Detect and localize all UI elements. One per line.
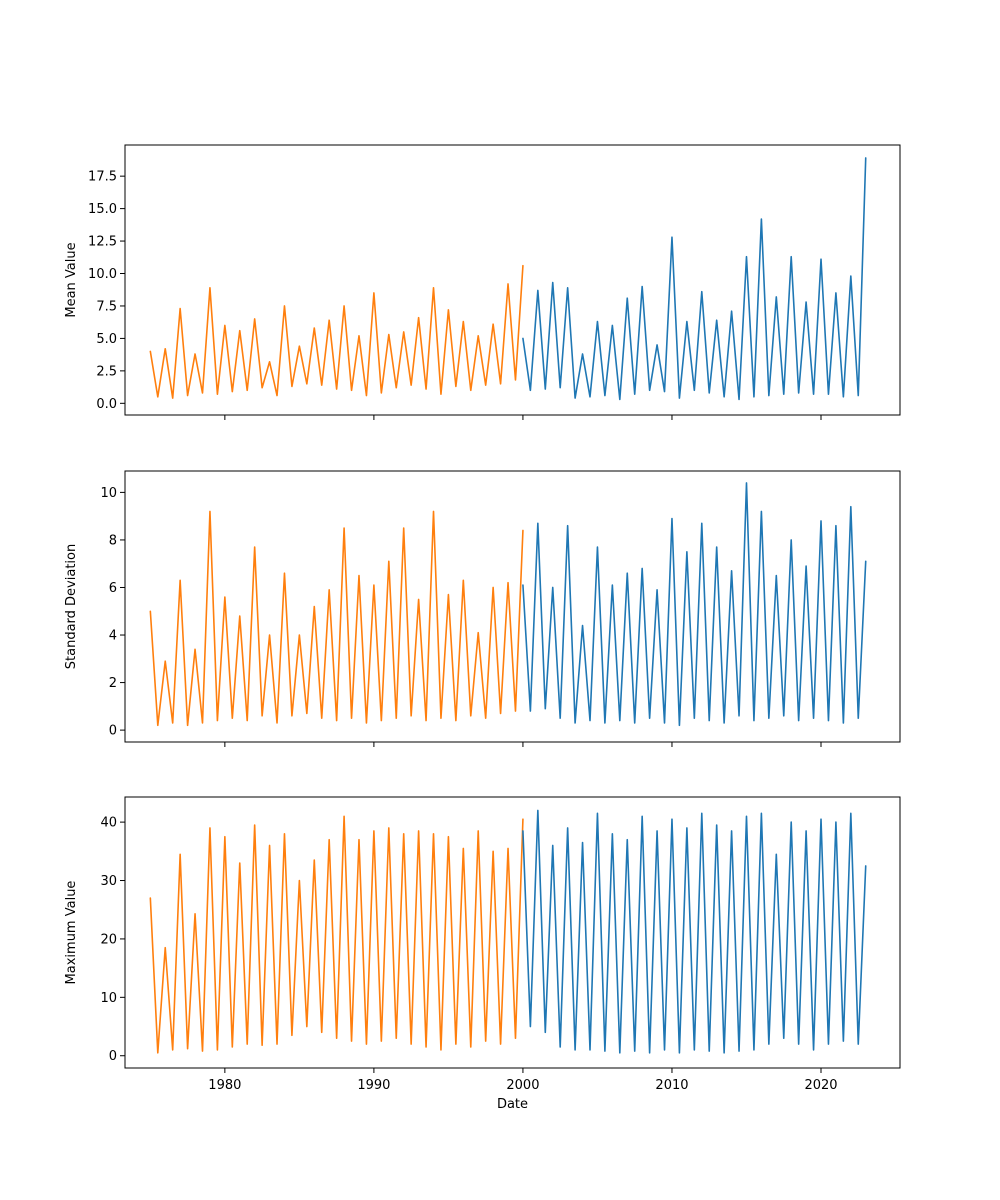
maximum-value-y-tick-label: 40	[100, 816, 117, 831]
standard-deviation-series-historical-line	[149, 510, 524, 727]
maximum-value-axes-frame	[124, 796, 901, 1069]
mean-value-y-axis-label: Mean Value	[64, 242, 79, 317]
maximum-value-y-axis-label: Maximum Value	[64, 881, 79, 985]
mean-value-y-tick-label: 17.5	[88, 170, 117, 185]
subplot-mean-value: 0.0 2.5 5.0 7.5 10.0 12.5 15.0 17.5 Mean Value	[64, 144, 901, 420]
mean-value-axes-frame	[124, 144, 901, 416]
maximum-value-series-recent-line	[522, 809, 867, 1054]
standard-deviation-y-tick-label: 8	[109, 533, 117, 548]
maximum-value-x-tick-label: 2000	[506, 1078, 539, 1093]
maximum-value-y-tick-label: 10	[100, 991, 117, 1006]
mean-value-y-tick-label: 2.5	[96, 364, 117, 379]
maximum-value-x-tick-label: 1980	[208, 1078, 241, 1093]
standard-deviation-y-tick-label: 2	[109, 676, 117, 691]
maximum-value-y-tick-label: 20	[100, 932, 117, 947]
mean-value-y-tick-label: 5.0	[96, 332, 117, 347]
standard-deviation-y-axis-label: Standard Deviation	[64, 544, 79, 669]
mean-value-y-tick-label: 7.5	[96, 299, 117, 314]
maximum-value-x-tick-label: 2020	[804, 1078, 837, 1093]
standard-deviation-axes-frame	[124, 470, 901, 743]
maximum-value-x-axis-label: Date	[497, 1097, 528, 1112]
maximum-value-y-tick-label: 30	[100, 874, 117, 889]
standard-deviation-y-tick-label: 0	[109, 724, 117, 739]
maximum-value-x-tick-label: 2010	[655, 1078, 688, 1093]
standard-deviation-y-tick-label: 10	[100, 486, 117, 501]
mean-value-series-recent-line	[522, 157, 867, 401]
maximum-value-y-tick-label: 0	[109, 1049, 117, 1064]
mean-value-y-tick-label: 15.0	[88, 202, 117, 217]
subplot-standard-deviation: 0 2 4 6 8 10 Standard Deviation	[64, 470, 901, 747]
standard-deviation-series-recent-line	[522, 482, 867, 727]
mean-value-y-tick-label: 10.0	[88, 267, 117, 282]
maximum-value-series-historical-line	[149, 815, 524, 1054]
mean-value-y-tick-label: 12.5	[88, 235, 117, 250]
mean-value-series-historical-line	[149, 264, 524, 399]
standard-deviation-y-tick-label: 6	[109, 581, 117, 596]
maximum-value-x-tick-label: 1990	[357, 1078, 390, 1093]
standard-deviation-y-tick-label: 4	[109, 629, 117, 644]
subplot-maximum-value: 0 10 20 30 40 1980 1990 2000 2010 2020 Maximum Val…	[64, 796, 901, 1112]
mean-value-y-tick-label: 0.0	[96, 397, 117, 412]
